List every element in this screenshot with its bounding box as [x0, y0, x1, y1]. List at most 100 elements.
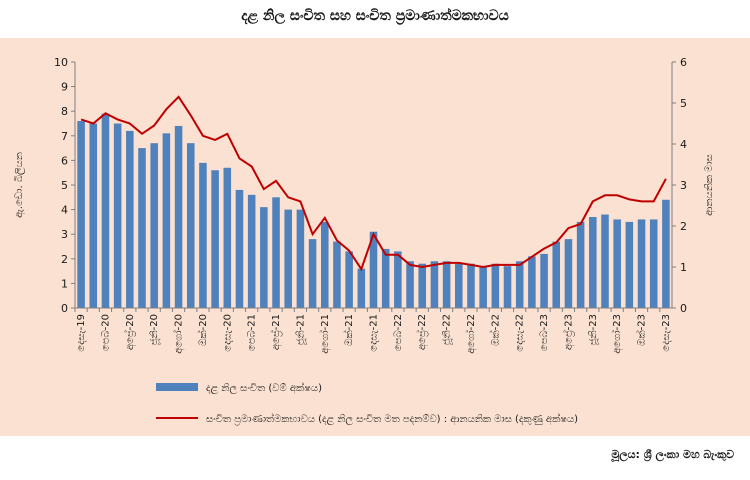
bar-2: [101, 113, 110, 308]
bar-16: [272, 197, 280, 308]
bar-40: [564, 239, 573, 308]
x-tick-label-17: ඔක්-22: [488, 314, 501, 346]
x-tick-label-14: අප්‍රේ-22: [415, 314, 428, 350]
bar-0: [77, 121, 85, 308]
bar-19: [308, 239, 317, 308]
bar-24: [369, 231, 378, 308]
x-tick-label-24: දෙසැ-23: [661, 314, 672, 352]
right-tick-label-4: 4: [680, 138, 687, 151]
x-tick-label-21: ජූනි-23: [588, 314, 599, 345]
x-tick-label-2: අප්‍රේ-20: [123, 314, 136, 350]
x-tick-label-4: අගෝ-20: [172, 314, 185, 354]
left-tick-label-9: 9: [61, 81, 68, 94]
bar-5: [138, 148, 146, 308]
source-note: මූලය: ශ්‍රී ලංකා මහ බැංකුව: [611, 448, 734, 461]
left-tick-label-8: 8: [61, 105, 68, 118]
right-tick-label-2: 2: [680, 220, 687, 233]
x-axis-ticks: දෙසැ-19 පෙබ-20 අප්‍රේ-20 ජූනි-20 අගෝ-20 ඔක්-2…: [74, 308, 672, 354]
left-tick-label-2: 2: [61, 253, 68, 266]
left-tick-label-1: 1: [61, 277, 68, 290]
bar-48: [662, 199, 670, 308]
bar-12: [223, 167, 232, 308]
bar-33: [479, 266, 487, 308]
x-tick-label-11: ඔක්-21: [342, 314, 355, 346]
x-tick-label-5: ඔක්-20: [196, 314, 209, 346]
legend-bar-label: දළ නිල සංචිත (වම් අක්ෂය): [206, 381, 322, 394]
bar-39: [552, 241, 561, 308]
bar-22: [345, 251, 353, 308]
bar-20: [320, 221, 329, 308]
bar-41: [576, 221, 585, 308]
bar-26: [394, 251, 402, 308]
x-tick-label-0: දෙසැ-19: [76, 314, 87, 352]
bar-7: [162, 133, 171, 308]
left-tick-label-6: 6: [61, 154, 68, 167]
bar-31: [455, 263, 463, 308]
x-tick-label-1: පෙබ-20: [100, 314, 111, 351]
bar-37: [528, 256, 536, 308]
bar-1: [89, 123, 98, 308]
bar-9: [186, 143, 195, 308]
legend-bar-swatch: [156, 383, 198, 391]
bar-8: [174, 125, 183, 309]
chart-title: දළ නිල සංචිත සහ සංචිත ප්‍රමාණාත්මකභාවය: [241, 8, 509, 24]
bar-34: [491, 263, 500, 308]
right-tick-label-1: 1: [680, 261, 687, 274]
bar-23: [357, 268, 366, 308]
bar-11: [211, 170, 219, 308]
bar-25: [381, 248, 390, 308]
bar-35: [503, 266, 512, 308]
right-tick-label-6: 6: [680, 56, 687, 69]
bar-44: [613, 219, 621, 308]
left-tick-label-10: 10: [54, 56, 68, 69]
bar-4: [126, 130, 134, 308]
left-tick-label-0: 0: [61, 302, 68, 315]
bar-30: [442, 261, 451, 308]
x-tick-label-19: පෙබ-23: [539, 314, 550, 351]
right-axis-ticks: 0 1 2 3 4 5 6: [672, 56, 687, 315]
left-tick-label-5: 5: [61, 179, 68, 192]
left-tick-label-4: 4: [61, 204, 68, 217]
right-tick-label-3: 3: [680, 179, 687, 192]
x-tick-label-15: ජූනි-22: [442, 314, 453, 345]
bar-45: [625, 221, 634, 308]
left-tick-label-3: 3: [61, 228, 68, 241]
bar-29: [430, 261, 439, 308]
legend: දළ නිල සංචිත (වම් අක්ෂය) සංචිත ප්‍රමාණාත…: [156, 381, 578, 425]
legend-line-label: සංචිත ප්‍රමාණාත්මකභාවය (දළ නිල සංචිත මත …: [206, 412, 578, 425]
x-tick-label-16: අගෝ-22: [464, 314, 477, 354]
x-tick-label-23: ඔක්-23: [634, 314, 647, 346]
bar-47: [649, 219, 658, 308]
bar-32: [467, 263, 475, 308]
right-axis-label: ආනයනික මාස: [704, 154, 715, 216]
left-tick-label-7: 7: [61, 130, 68, 143]
bar-46: [637, 219, 646, 308]
bar-15: [260, 207, 268, 308]
x-tick-label-3: ජූනි-20: [149, 314, 160, 345]
bar-14: [247, 194, 256, 308]
x-tick-label-9: ජූනි-21: [295, 314, 306, 345]
x-tick-label-7: පෙබ-21: [247, 314, 258, 351]
bar-36: [515, 261, 524, 308]
right-tick-label-5: 5: [680, 97, 687, 110]
bar-6: [150, 143, 158, 308]
x-tick-label-10: අගෝ-21: [318, 314, 331, 354]
bar-21: [333, 241, 341, 308]
left-axis-label: ඇ.ඩො. බිලියන: [14, 152, 25, 218]
bar-18: [296, 209, 305, 308]
bar-42: [589, 216, 597, 308]
x-tick-label-8: අප්‍රේ-21: [269, 314, 282, 350]
x-tick-label-6: දෙසැ-20: [222, 314, 233, 352]
bar-43: [601, 214, 609, 308]
bar-38: [540, 253, 548, 308]
bar-28: [418, 263, 427, 308]
import-months-line: [80, 95, 667, 272]
right-tick-label-0: 0: [680, 302, 687, 315]
x-tick-label-22: අගෝ-23: [610, 314, 623, 354]
bar-17: [284, 209, 292, 308]
bar-10: [199, 162, 207, 308]
x-tick-label-20: අප්‍රේ-23: [561, 314, 574, 350]
left-axis-ticks: 0 1 2 3 4 5 6 7 8 9 10: [54, 56, 75, 315]
x-tick-label-18: දෙසැ-22: [515, 314, 526, 352]
